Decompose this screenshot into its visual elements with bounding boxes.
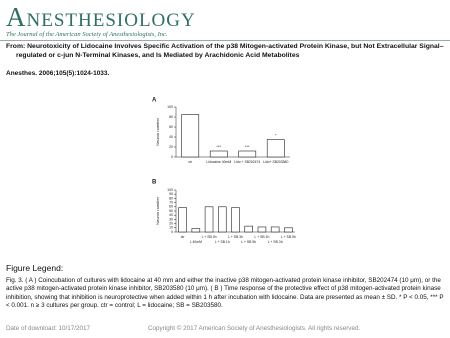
- header-rule: [0, 40, 450, 41]
- legend-text: Fig. 3. ( A ) Coincubation of cultures w…: [6, 277, 444, 310]
- x-tick-label: L 40mM: [190, 240, 202, 244]
- y-tick-label: 100: [167, 105, 173, 109]
- y-axis-label: Neuron number: [155, 117, 160, 145]
- significance-label: ***: [216, 144, 221, 149]
- bar: [284, 227, 293, 233]
- panel-label: A: [152, 98, 157, 104]
- x-tick-label: Lidocaine 40mM: [206, 160, 231, 164]
- y-tick-label: 0: [171, 155, 173, 159]
- bar: [178, 207, 187, 233]
- bar: [244, 225, 253, 233]
- y-tick-label: 20: [169, 145, 173, 149]
- significance-label: *: [275, 133, 277, 138]
- panel-label: B: [152, 180, 157, 186]
- significance-label: ***: [245, 144, 250, 149]
- y-tick-label: 50: [169, 209, 173, 213]
- y-tick-label: 20: [169, 222, 173, 226]
- x-tick-label: L + SB 5h: [241, 240, 256, 244]
- bar: [257, 226, 267, 233]
- x-tick-label: Lido+ SB203580: [263, 160, 288, 164]
- y-tick-label: 100: [167, 188, 173, 192]
- y-tick-label: 40: [169, 135, 173, 139]
- x-tick-label: Lido + SB202474: [234, 160, 260, 164]
- bar: [209, 150, 228, 158]
- y-tick-label: 30: [169, 217, 173, 221]
- legend-heading: Figure Legend:: [6, 263, 64, 273]
- bar: [266, 139, 285, 158]
- y-tick-label: 70: [169, 201, 173, 205]
- y-axis-label: Neuron number: [155, 196, 160, 224]
- y-tick-label: 80: [169, 115, 173, 119]
- bar: [238, 150, 257, 158]
- y-tick-label: 90: [169, 192, 173, 196]
- y-tick-label: 0: [171, 230, 173, 234]
- copyright: Copyright © 2017 American Society of Ane…: [148, 325, 361, 332]
- x-tick-label: ctr: [181, 235, 186, 239]
- y-tick-label: 60: [169, 125, 173, 129]
- x-tick-label: L + SB 1h: [255, 235, 270, 239]
- bar: [218, 206, 227, 233]
- journal-tagline: The Journal of the American Society of A…: [6, 31, 168, 38]
- y-tick-label: 80: [169, 196, 173, 200]
- journal-logo: Anesthesiology: [6, 2, 196, 32]
- bar: [181, 114, 200, 158]
- bar: [270, 226, 280, 233]
- y-tick-label: 40: [169, 213, 173, 217]
- bar: [231, 207, 240, 233]
- bar: [204, 206, 214, 233]
- x-tick-label: L + SB 3h: [228, 235, 243, 239]
- citation: Anesthes. 2006;105(5):1024-1033.: [6, 70, 110, 77]
- y-tick-label: 10: [169, 226, 173, 230]
- bar: [191, 228, 201, 233]
- x-tick-label: L + SB 3h: [268, 240, 283, 244]
- x-tick-label: L + SB 0h: [202, 235, 217, 239]
- x-tick-label: L + SB 1h: [215, 240, 230, 244]
- x-tick-label: L + SB 5h: [281, 235, 296, 239]
- download-date: Date of download: 10/17/2017: [6, 325, 91, 332]
- y-tick-label: 60: [169, 205, 173, 209]
- x-tick-label: ctr: [188, 160, 193, 164]
- article-title: From: Neurotoxicity of Lidocaine Involve…: [6, 43, 444, 59]
